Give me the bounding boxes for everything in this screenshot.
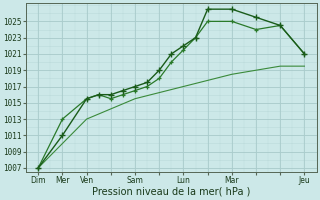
X-axis label: Pression niveau de la mer( hPa ): Pression niveau de la mer( hPa ) <box>92 187 251 197</box>
